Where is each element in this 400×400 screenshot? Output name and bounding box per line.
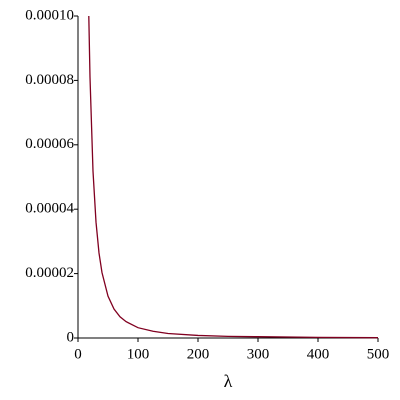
y-tick-label: 0.00008 — [25, 72, 74, 88]
x-tick-label: 200 — [187, 346, 210, 362]
y-tick-label: 0.00004 — [25, 201, 74, 217]
x-tick-label: 0 — [74, 346, 82, 362]
x-tick-label: 500 — [367, 346, 390, 362]
x-tick-label: 300 — [247, 346, 270, 362]
x-axis-label: λ — [224, 371, 233, 391]
y-tick-label: 0.00010 — [25, 7, 74, 23]
line — [88, 15, 379, 339]
y-tick-label: 0.00006 — [25, 136, 74, 152]
x-tick-label: 100 — [127, 346, 150, 362]
y-tick-label: 0 — [67, 329, 75, 345]
y-tick-label: 0.00002 — [25, 265, 74, 281]
x-tick-label: 400 — [307, 346, 330, 362]
